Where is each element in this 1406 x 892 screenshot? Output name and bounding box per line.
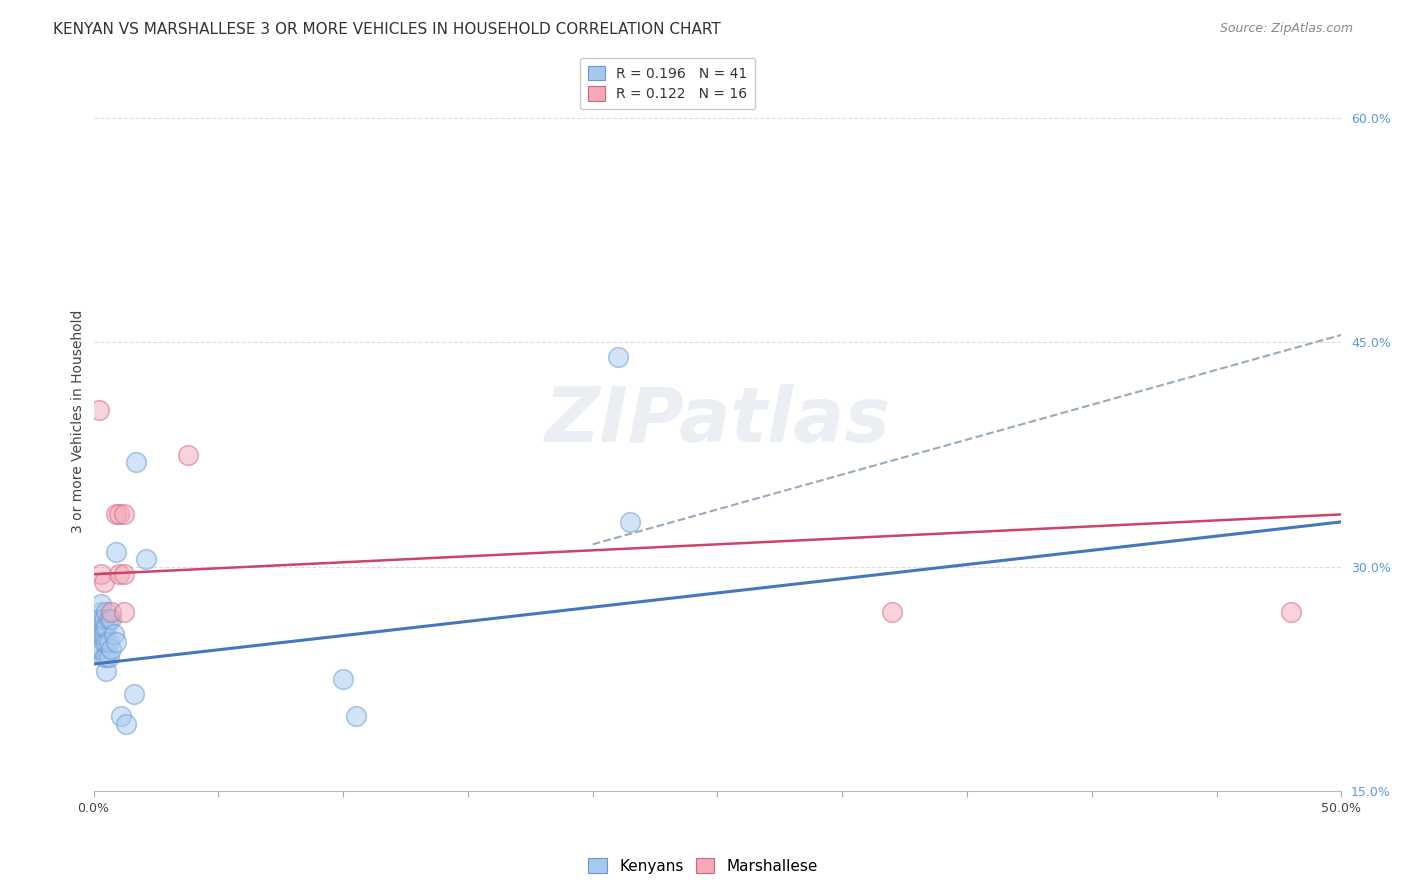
Point — [90, 612, 112, 626]
Point — [90, 619, 112, 633]
Point — [87, 402, 110, 417]
Point — [112, 605, 135, 619]
Text: ZIPatlas: ZIPatlas — [544, 384, 890, 458]
Point — [125, 455, 148, 469]
Point — [97, 634, 120, 648]
Point — [94, 619, 117, 633]
Point — [103, 627, 125, 641]
Point — [90, 567, 112, 582]
Point — [105, 545, 128, 559]
Point — [1281, 605, 1303, 619]
Point — [97, 612, 120, 626]
Point — [90, 597, 112, 611]
Point — [110, 709, 132, 723]
Point — [619, 515, 641, 529]
Point — [94, 605, 117, 619]
Point — [332, 672, 354, 686]
Point — [100, 605, 122, 619]
Point — [100, 612, 122, 626]
Point — [115, 716, 138, 731]
Point — [93, 627, 115, 641]
Point — [90, 627, 112, 641]
Point — [135, 552, 157, 566]
Point — [87, 612, 110, 626]
Point — [90, 605, 112, 619]
Point — [105, 508, 128, 522]
Point — [94, 634, 117, 648]
Point — [344, 709, 367, 723]
Point — [122, 687, 145, 701]
Point — [93, 634, 115, 648]
Point — [87, 627, 110, 641]
Text: KENYAN VS MARSHALLESE 3 OR MORE VEHICLES IN HOUSEHOLD CORRELATION CHART: KENYAN VS MARSHALLESE 3 OR MORE VEHICLES… — [53, 22, 721, 37]
Point — [606, 351, 628, 365]
Point — [100, 642, 122, 657]
Point — [87, 642, 110, 657]
Y-axis label: 3 or more Vehicles in Household: 3 or more Vehicles in Household — [72, 310, 86, 533]
Point — [90, 642, 112, 657]
Point — [93, 612, 115, 626]
Text: Source: ZipAtlas.com: Source: ZipAtlas.com — [1219, 22, 1353, 36]
Legend: R = 0.196   N = 41, R = 0.122   N = 16: R = 0.196 N = 41, R = 0.122 N = 16 — [579, 58, 755, 110]
Point — [94, 665, 117, 679]
Point — [177, 448, 200, 462]
Point — [93, 649, 115, 664]
Point — [112, 508, 135, 522]
Point — [107, 508, 129, 522]
Point — [112, 567, 135, 582]
Point — [882, 605, 904, 619]
Point — [93, 574, 115, 589]
Point — [107, 567, 129, 582]
Point — [94, 649, 117, 664]
Point — [105, 634, 128, 648]
Point — [97, 649, 120, 664]
Legend: Kenyans, Marshallese: Kenyans, Marshallese — [582, 852, 824, 880]
Point — [93, 619, 115, 633]
